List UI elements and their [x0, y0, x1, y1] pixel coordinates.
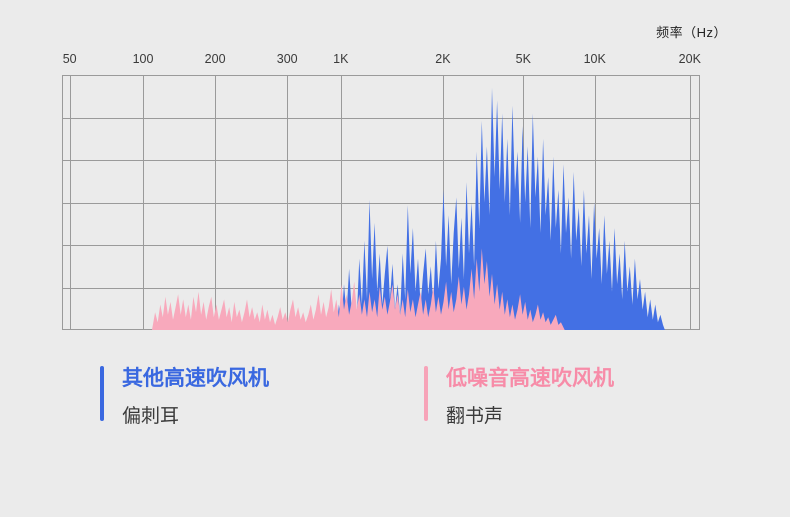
series-area-low-noise-high-speed-dryer	[152, 248, 565, 330]
series-area-other-high-speed-dryers	[336, 87, 665, 330]
legend-subtitle: 偏刺耳	[122, 406, 180, 428]
legend-subtitle: 翻书声	[446, 406, 504, 428]
legend-title: 低噪音高速吹风机	[446, 367, 614, 390]
legend-item-low-noise-dryer: 低噪音高速吹风机 翻书声	[424, 366, 614, 428]
x-tick-label: 5K	[515, 52, 531, 66]
x-tick-label: 2K	[435, 52, 451, 66]
x-tick-label: 10K	[583, 52, 606, 66]
legend-color-bar-pink	[424, 366, 428, 421]
x-tick-label: 1K	[333, 52, 349, 66]
legend-text-other-dryers: 其他高速吹风机 偏刺耳	[122, 366, 269, 428]
x-tick-label: 100	[132, 52, 154, 66]
legend-title: 其他高速吹风机	[122, 367, 269, 390]
x-axis-title: 频率（Hz）	[656, 25, 727, 40]
chart-series	[152, 87, 665, 330]
x-tick-label: 50	[62, 52, 77, 66]
legend-item-other-dryers: 其他高速吹风机 偏刺耳	[100, 366, 269, 428]
x-tick-label: 200	[204, 52, 226, 66]
x-tick-label: 300	[276, 52, 298, 66]
x-tick-label: 20K	[678, 52, 701, 66]
x-axis-ticks: 50 100 200 300 1K 2K 5K 10K 20K	[62, 52, 701, 68]
legend-text-low-noise-dryer: 低噪音高速吹风机 翻书声	[446, 366, 614, 428]
legend-color-bar-blue	[100, 366, 104, 421]
frequency-spectrum-chart	[62, 75, 700, 330]
